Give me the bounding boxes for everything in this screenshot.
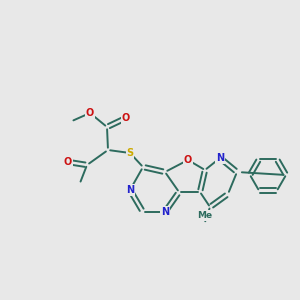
Text: N: N <box>126 185 134 195</box>
Text: O: O <box>86 108 94 118</box>
Text: O: O <box>122 113 130 123</box>
Text: N: N <box>161 207 169 217</box>
Text: N: N <box>216 153 224 163</box>
Text: S: S <box>126 148 134 158</box>
Text: O: O <box>184 155 192 165</box>
Text: Me: Me <box>197 211 213 220</box>
Text: O: O <box>64 157 72 167</box>
